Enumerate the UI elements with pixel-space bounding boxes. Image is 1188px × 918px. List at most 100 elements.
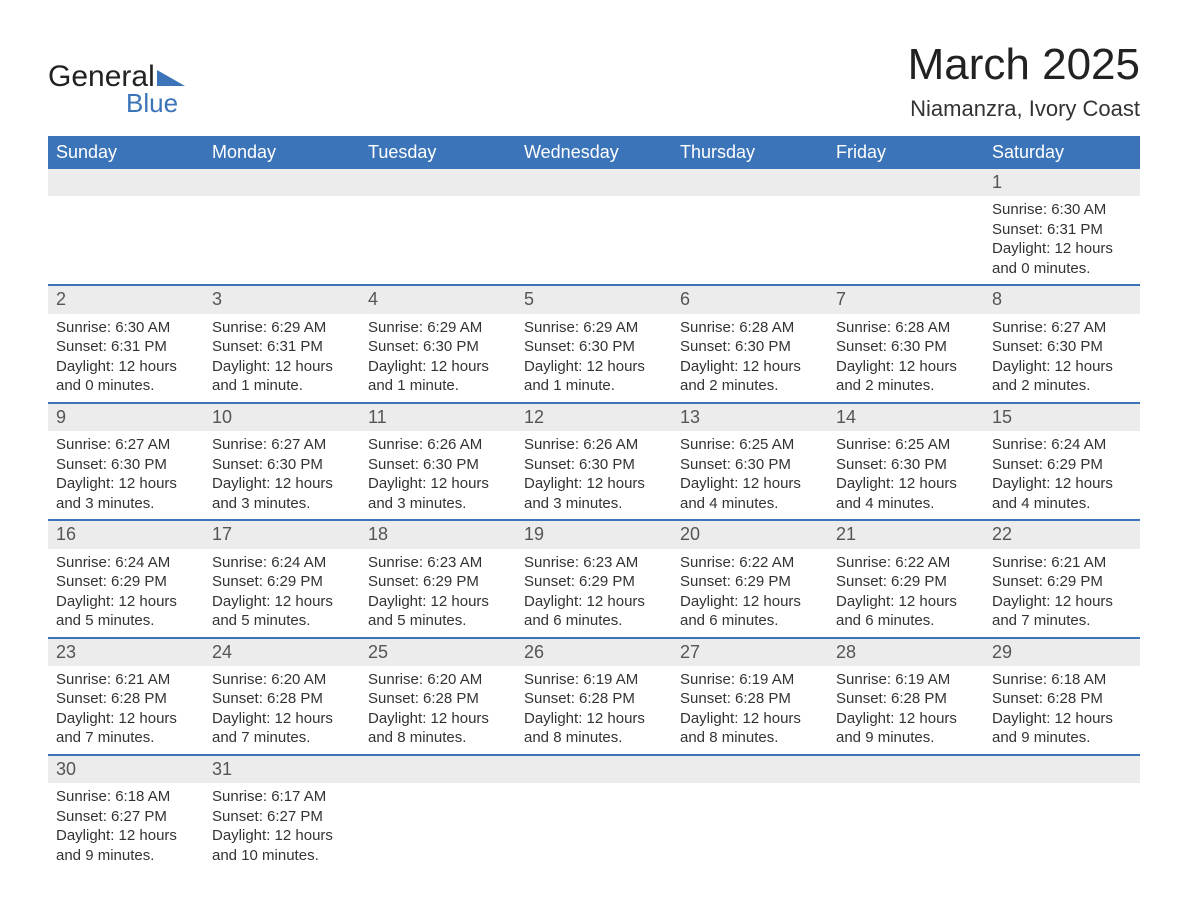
sunset-label: Sunset: 6:30 PM [56,455,196,475]
sunrise-label: Sunrise: 6:25 AM [680,435,820,455]
day2-label: and 5 minutes. [212,611,352,631]
sunrise-label: Sunrise: 6:22 AM [680,553,820,573]
header: General Blue March 2025 Niamanzra, Ivory… [48,40,1140,128]
daynum-row: 3031 [48,755,1140,783]
sunrise-label: Sunrise: 6:30 AM [56,318,196,338]
day-cell: Sunrise: 6:20 AMSunset: 6:28 PMDaylight:… [204,666,360,755]
day-cell [360,196,516,285]
sunset-label: Sunset: 6:28 PM [680,689,820,709]
sunrise-label: Sunrise: 6:25 AM [836,435,976,455]
logo-triangle-icon [157,66,185,86]
day-cell [984,783,1140,871]
day1-label: Daylight: 12 hours [56,474,196,494]
sunrise-label: Sunrise: 6:21 AM [992,553,1132,573]
day1-label: Daylight: 12 hours [212,709,352,729]
day2-label: and 3 minutes. [56,494,196,514]
day1-label: Daylight: 12 hours [56,357,196,377]
day1-label: Daylight: 12 hours [680,592,820,612]
day-cell: Sunrise: 6:30 AMSunset: 6:31 PMDaylight:… [984,196,1140,285]
day2-label: and 0 minutes. [992,259,1132,279]
sunrise-label: Sunrise: 6:26 AM [524,435,664,455]
day-number [828,755,984,783]
day2-label: and 9 minutes. [992,728,1132,748]
content-row: Sunrise: 6:24 AMSunset: 6:29 PMDaylight:… [48,549,1140,638]
day2-label: and 8 minutes. [524,728,664,748]
day-cell: Sunrise: 6:27 AMSunset: 6:30 PMDaylight:… [48,431,204,520]
sunrise-label: Sunrise: 6:17 AM [212,787,352,807]
day1-label: Daylight: 12 hours [680,709,820,729]
content-row: Sunrise: 6:27 AMSunset: 6:30 PMDaylight:… [48,431,1140,520]
day1-label: Daylight: 12 hours [212,826,352,846]
day-number: 18 [360,520,516,548]
day-cell: Sunrise: 6:25 AMSunset: 6:30 PMDaylight:… [828,431,984,520]
day-cell: Sunrise: 6:22 AMSunset: 6:29 PMDaylight:… [672,549,828,638]
sunrise-label: Sunrise: 6:27 AM [212,435,352,455]
day-number: 10 [204,403,360,431]
day-number: 30 [48,755,204,783]
day-number [48,169,204,196]
sunset-label: Sunset: 6:28 PM [836,689,976,709]
day-cell [516,196,672,285]
day-cell [672,783,828,871]
day-cell: Sunrise: 6:22 AMSunset: 6:29 PMDaylight:… [828,549,984,638]
sunset-label: Sunset: 6:30 PM [680,337,820,357]
sunrise-label: Sunrise: 6:30 AM [992,200,1132,220]
day2-label: and 10 minutes. [212,846,352,866]
day2-label: and 9 minutes. [836,728,976,748]
sunset-label: Sunset: 6:31 PM [992,220,1132,240]
day1-label: Daylight: 12 hours [212,357,352,377]
day-cell: Sunrise: 6:19 AMSunset: 6:28 PMDaylight:… [516,666,672,755]
daynum-row: 23242526272829 [48,638,1140,666]
sunrise-label: Sunrise: 6:23 AM [368,553,508,573]
day-cell: Sunrise: 6:27 AMSunset: 6:30 PMDaylight:… [204,431,360,520]
day-number: 19 [516,520,672,548]
day2-label: and 1 minute. [212,376,352,396]
day-number: 22 [984,520,1140,548]
day1-label: Daylight: 12 hours [524,592,664,612]
sunset-label: Sunset: 6:29 PM [836,572,976,592]
day-number [516,755,672,783]
day-number: 24 [204,638,360,666]
sunrise-label: Sunrise: 6:27 AM [992,318,1132,338]
weekday-header: Sunday [48,136,204,169]
sunrise-label: Sunrise: 6:18 AM [56,787,196,807]
day-number: 25 [360,638,516,666]
content-row: Sunrise: 6:30 AMSunset: 6:31 PMDaylight:… [48,196,1140,285]
day-number: 16 [48,520,204,548]
day2-label: and 4 minutes. [836,494,976,514]
day-number: 2 [48,285,204,313]
day2-label: and 8 minutes. [680,728,820,748]
weekday-header: Wednesday [516,136,672,169]
sunrise-label: Sunrise: 6:29 AM [524,318,664,338]
day-cell: Sunrise: 6:28 AMSunset: 6:30 PMDaylight:… [672,314,828,403]
day1-label: Daylight: 12 hours [992,474,1132,494]
daynum-row: 2345678 [48,285,1140,313]
daynum-row: 16171819202122 [48,520,1140,548]
day-cell: Sunrise: 6:21 AMSunset: 6:28 PMDaylight:… [48,666,204,755]
day-cell: Sunrise: 6:18 AMSunset: 6:28 PMDaylight:… [984,666,1140,755]
weekday-header: Monday [204,136,360,169]
day-cell: Sunrise: 6:19 AMSunset: 6:28 PMDaylight:… [672,666,828,755]
day-number: 29 [984,638,1140,666]
day-number: 17 [204,520,360,548]
day-cell [48,196,204,285]
sunrise-label: Sunrise: 6:18 AM [992,670,1132,690]
day-number: 4 [360,285,516,313]
day2-label: and 7 minutes. [992,611,1132,631]
day-cell: Sunrise: 6:24 AMSunset: 6:29 PMDaylight:… [984,431,1140,520]
day-cell: Sunrise: 6:23 AMSunset: 6:29 PMDaylight:… [516,549,672,638]
sunset-label: Sunset: 6:30 PM [992,337,1132,357]
calendar-table: Sunday Monday Tuesday Wednesday Thursday… [48,136,1140,871]
sunset-label: Sunset: 6:29 PM [212,572,352,592]
sunset-label: Sunset: 6:30 PM [212,455,352,475]
day-cell [360,783,516,871]
sunset-label: Sunset: 6:31 PM [56,337,196,357]
day2-label: and 6 minutes. [524,611,664,631]
day2-label: and 3 minutes. [212,494,352,514]
day-cell: Sunrise: 6:29 AMSunset: 6:30 PMDaylight:… [516,314,672,403]
day-number [828,169,984,196]
sunset-label: Sunset: 6:29 PM [524,572,664,592]
day2-label: and 4 minutes. [680,494,820,514]
day1-label: Daylight: 12 hours [680,357,820,377]
day-number [984,755,1140,783]
